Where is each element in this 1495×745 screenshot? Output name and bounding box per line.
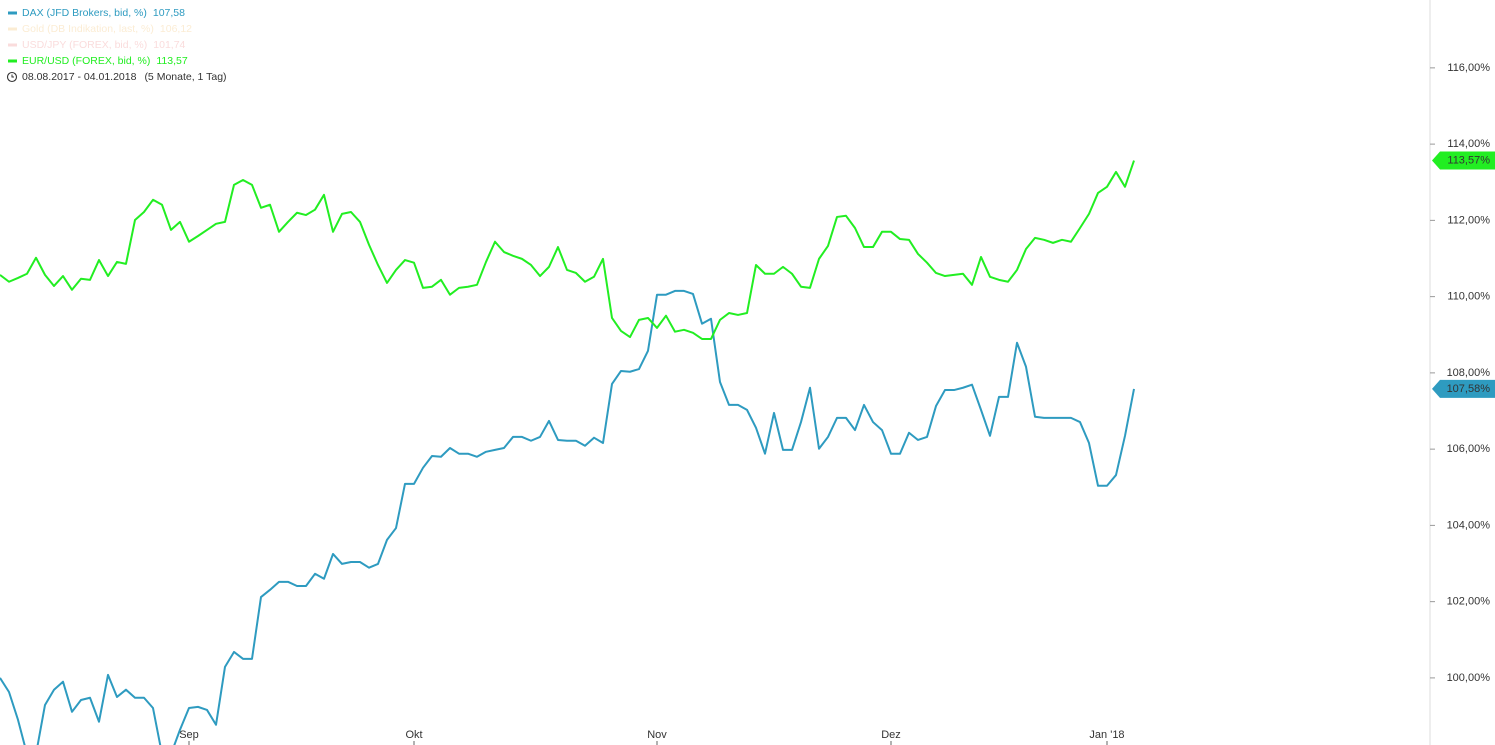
legend-text: USD/JPY (FOREX, bid, %) 101,74 [22, 39, 186, 51]
legend-value: 107,58 [153, 7, 185, 19]
legend-item: DAX (JFD Brokers, bid, %) 107,58 [8, 7, 185, 19]
price-tag-label: 107,58% [1447, 383, 1491, 395]
period: (5 Monate, 1 Tag) [144, 71, 226, 83]
y-tick-label: 114,00% [1447, 138, 1490, 150]
price-tag-label: 113,57% [1447, 154, 1490, 166]
legend-item: USD/JPY (FOREX, bid, %) 101,74 [8, 39, 186, 51]
y-tick-label: 116,00% [1447, 62, 1490, 74]
x-tick-label: Sep [179, 729, 199, 741]
y-tick-label: 106,00% [1447, 443, 1491, 455]
date-range: 08.08.2017 - 04.01.2018 (5 Monate, 1 Tag) [6, 71, 227, 83]
legend-name: DAX (JFD Brokers, bid, %) [22, 7, 147, 19]
legend-value: 113,57 [156, 55, 187, 67]
price-tag [1432, 151, 1495, 170]
y-tick-label: 112,00% [1447, 214, 1490, 226]
x-tick-label: Nov [647, 729, 667, 741]
price-tag [1432, 379, 1495, 398]
y-tick-label: 104,00% [1447, 519, 1491, 531]
legend-value: 106,12 [160, 23, 192, 35]
legend-value: 101,74 [153, 39, 185, 51]
legend-text: EUR/USD (FOREX, bid, %) 113,57 [22, 55, 188, 67]
series-line [0, 160, 1135, 340]
legend-text: Gold (DB Indikation, last, %) 106,12 [22, 23, 192, 35]
legend-name: Gold (DB Indikation, last, %) [22, 23, 154, 35]
x-tick-label: Okt [405, 729, 422, 741]
clock-hand [11, 74, 14, 78]
y-tick-label: 100,00% [1447, 672, 1491, 684]
date-range-text: 08.08.2017 - 04.01.2018 (5 Monate, 1 Tag) [22, 71, 227, 83]
series-line [0, 289, 1135, 745]
legend-text: DAX (JFD Brokers, bid, %) 107,58 [22, 7, 185, 19]
legend-name: EUR/USD (FOREX, bid, %) [22, 55, 150, 67]
x-tick-label: Dez [881, 729, 901, 741]
legend-item: EUR/USD (FOREX, bid, %) 113,57 [8, 55, 188, 67]
legend-name: USD/JPY (FOREX, bid, %) [22, 39, 147, 51]
x-tick-label: Jan '18 [1089, 729, 1124, 741]
y-tick-label: 102,00% [1447, 596, 1491, 608]
legend-item: Gold (DB Indikation, last, %) 106,12 [8, 23, 192, 35]
y-tick-label: 110,00% [1447, 291, 1490, 303]
plot-area [0, 160, 1135, 745]
date-range-value: 08.08.2017 - 04.01.2018 [22, 71, 137, 83]
clock-icon [6, 71, 18, 83]
y-tick-label: 108,00% [1447, 367, 1491, 379]
